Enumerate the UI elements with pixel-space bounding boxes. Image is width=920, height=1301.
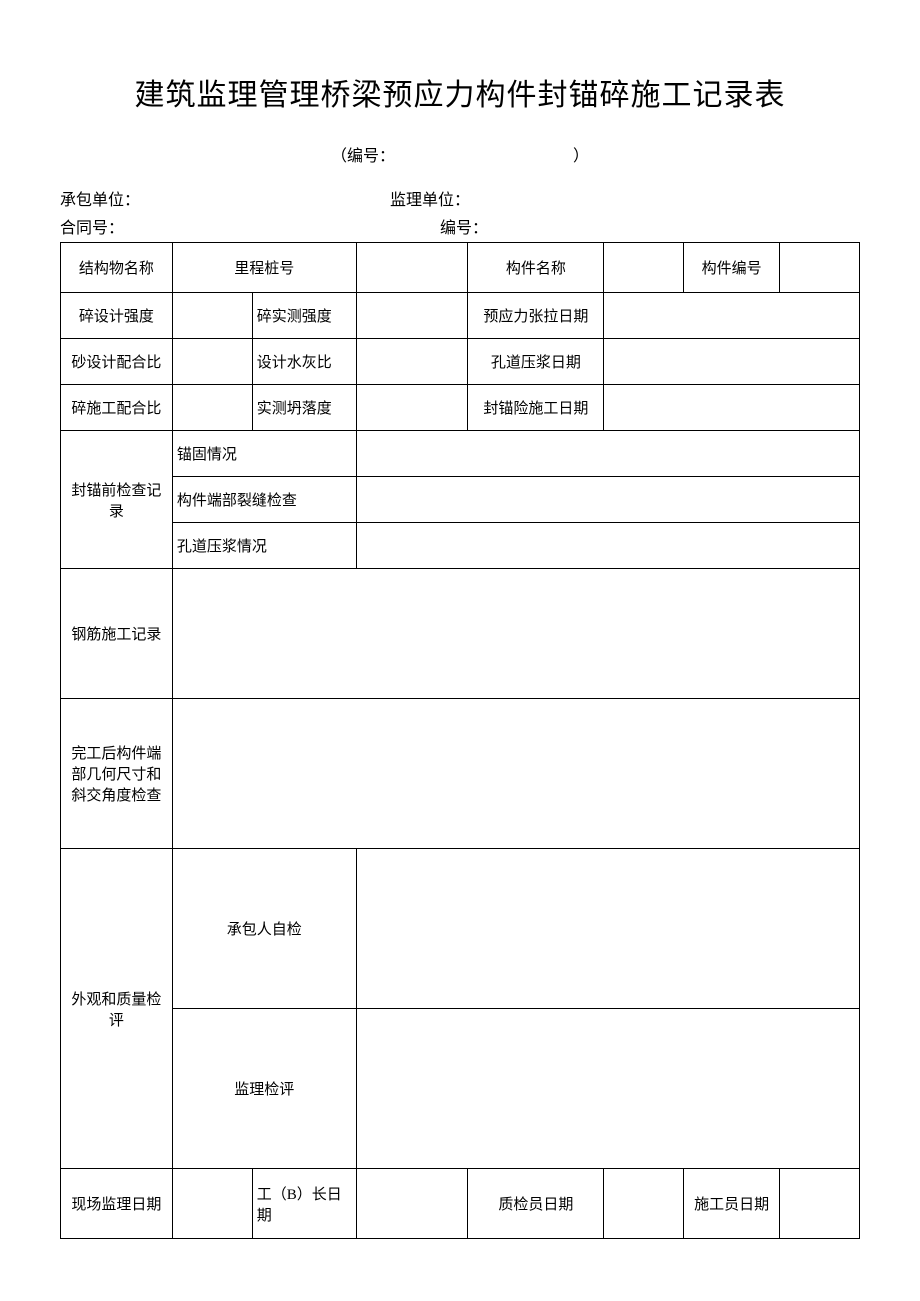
document-title: 建筑监理管理桥梁预应力构件封锚碎施工记录表 — [60, 70, 860, 114]
cell-qc-date: 质检员日期 — [468, 1169, 604, 1239]
table-row: 结构物名称 里程桩号 构件名称 构件编号 — [61, 243, 860, 293]
cell-worker-date-val — [780, 1169, 860, 1239]
cell-qc-date-val — [604, 1169, 684, 1239]
cell-grouting-status: 孔道压浆情况 — [172, 523, 356, 569]
cell-design-strength: 碎设计强度 — [61, 293, 173, 339]
cell-seal-date-val — [604, 385, 860, 431]
table-row: 构件端部裂缝检查 — [61, 477, 860, 523]
form-number-label: （编号： — [331, 142, 395, 166]
cell-measured-strength-val — [356, 293, 468, 339]
cell-foreman-date-val — [356, 1169, 468, 1239]
cell-crack-check: 构件端部裂缝检查 — [172, 477, 356, 523]
cell-crack-check-val — [356, 477, 859, 523]
number-label: 编号： — [390, 214, 860, 238]
cell-water-cement: 设计水灰比 — [252, 339, 356, 385]
cell-worker-date: 施工员日期 — [684, 1169, 780, 1239]
table-row: 监理检评 — [61, 1009, 860, 1169]
cell-seal-date: 封锚险施工日期 — [468, 385, 604, 431]
cell-preseal-check: 封锚前检查记录 — [61, 431, 173, 569]
cell-self-inspect: 承包人自检 — [172, 849, 356, 1009]
cell-site-super-date-val — [172, 1169, 252, 1239]
cell-slump-val — [356, 385, 468, 431]
table-row: 砂设计配合比 设计水灰比 孔道压浆日期 — [61, 339, 860, 385]
cell-geom-check-val — [172, 699, 859, 849]
table-row: 孔道压浆情况 — [61, 523, 860, 569]
table-row: 完工后构件端部几何尺寸和斜交角度检查 — [61, 699, 860, 849]
cell-grouting-status-val — [356, 523, 859, 569]
cell-component-name: 构件名称 — [468, 243, 604, 293]
cell-construct-mix-val — [172, 385, 252, 431]
cell-component-no: 构件编号 — [684, 243, 780, 293]
cell-water-cement-val — [356, 339, 468, 385]
cell-mileage-val — [356, 243, 468, 293]
form-number-close: ） — [573, 148, 589, 165]
cell-mileage-label: 里程桩号 — [172, 243, 356, 293]
supervisor-label: 监理单位： — [390, 186, 860, 210]
cell-sand-mix-val — [172, 339, 252, 385]
cell-anchor-condition: 锚固情况 — [172, 431, 356, 477]
cell-quality-review: 外观和质量检评 — [61, 849, 173, 1169]
table-row: 钢筋施工记录 — [61, 569, 860, 699]
table-row: 封锚前检查记录 锚固情况 — [61, 431, 860, 477]
table-row: 现场监理日期 工（B）长日期 质检员日期 施工员日期 — [61, 1169, 860, 1239]
cell-grouting-date: 孔道压浆日期 — [468, 339, 604, 385]
cell-grouting-date-val — [604, 339, 860, 385]
cell-geom-check: 完工后构件端部几何尺寸和斜交角度检查 — [61, 699, 173, 849]
cell-foreman-date: 工（B）长日期 — [252, 1169, 356, 1239]
cell-tension-date-val — [604, 293, 860, 339]
info-row-2: 合同号： 编号： — [60, 214, 860, 238]
cell-anchor-condition-val — [356, 431, 859, 477]
cell-component-no-val — [780, 243, 860, 293]
cell-self-inspect-val — [356, 849, 859, 1009]
table-row: 碎设计强度 碎实测强度 预应力张拉日期 — [61, 293, 860, 339]
contract-no-label: 合同号： — [60, 214, 390, 238]
table-row: 外观和质量检评 承包人自检 — [61, 849, 860, 1009]
info-row-1: 承包单位： 监理单位： — [60, 186, 860, 210]
cell-rebar-record-val — [172, 569, 859, 699]
cell-supervisor-review: 监理检评 — [172, 1009, 356, 1169]
contractor-label: 承包单位： — [60, 186, 390, 210]
table-row: 碎施工配合比 实测坍落度 封锚险施工日期 — [61, 385, 860, 431]
cell-tension-date: 预应力张拉日期 — [468, 293, 604, 339]
cell-construct-mix: 碎施工配合比 — [61, 385, 173, 431]
cell-slump: 实测坍落度 — [252, 385, 356, 431]
cell-supervisor-review-val — [356, 1009, 859, 1169]
cell-component-name-val — [604, 243, 684, 293]
cell-structure-name: 结构物名称 — [61, 243, 173, 293]
cell-rebar-record: 钢筋施工记录 — [61, 569, 173, 699]
cell-sand-mix: 砂设计配合比 — [61, 339, 173, 385]
cell-design-strength-val — [172, 293, 252, 339]
cell-site-super-date: 现场监理日期 — [61, 1169, 173, 1239]
form-number-row: （编号： ） — [60, 142, 860, 166]
cell-measured-strength: 碎实测强度 — [252, 293, 356, 339]
main-table: 结构物名称 里程桩号 构件名称 构件编号 碎设计强度 碎实测强度 预应力张拉日期… — [60, 242, 860, 1239]
